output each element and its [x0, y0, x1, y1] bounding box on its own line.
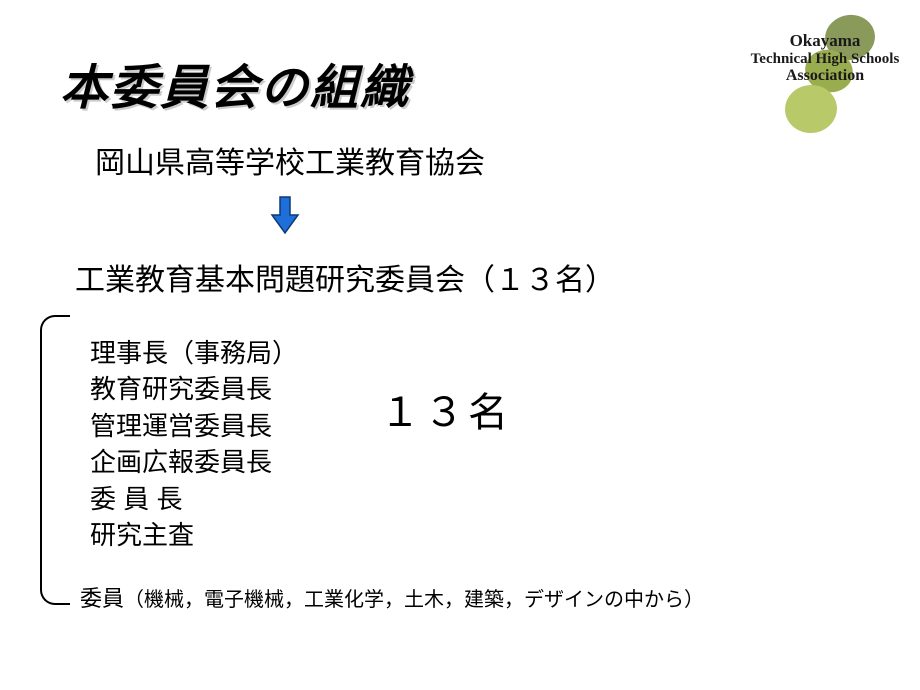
member-count: １３名 [380, 380, 512, 438]
logo-line1: Okayama [740, 32, 910, 51]
role-item: 研究主査 [90, 517, 298, 553]
logo-text: Okayama Technical High Schools Associati… [740, 32, 910, 85]
down-arrow-icon [270, 195, 300, 235]
members-prefix: 委員 [80, 586, 124, 611]
slide-title: 本委員会の組織 [60, 48, 410, 118]
role-item: 管理運営委員長 [90, 408, 298, 444]
members-note: 委員（機械，電子機械，工業化学，土木，建築，デザインの中から） [80, 585, 840, 614]
logo-line3: Association [740, 67, 910, 85]
committee-name: 工業教育基本問題研究委員会（１３名） [75, 255, 615, 299]
roles-bracket [40, 315, 70, 605]
logo-line2: Technical High Schools [740, 51, 910, 68]
role-item: 企画広報委員長 [90, 444, 298, 480]
association-name: 岡山県高等学校工業教育協会 [95, 138, 485, 182]
role-item: 理事長（事務局） [90, 335, 298, 371]
role-item: 委 員 長 [90, 481, 298, 517]
roles-list: 理事長（事務局） 教育研究委員長 管理運営委員長 企画広報委員長 委 員 長 研… [90, 335, 298, 553]
role-item: 教育研究委員長 [90, 371, 298, 407]
org-logo: Okayama Technical High Schools Associati… [730, 10, 910, 130]
members-detail: （機械，電子機械，工業化学，土木，建築，デザインの中から） [124, 589, 704, 611]
